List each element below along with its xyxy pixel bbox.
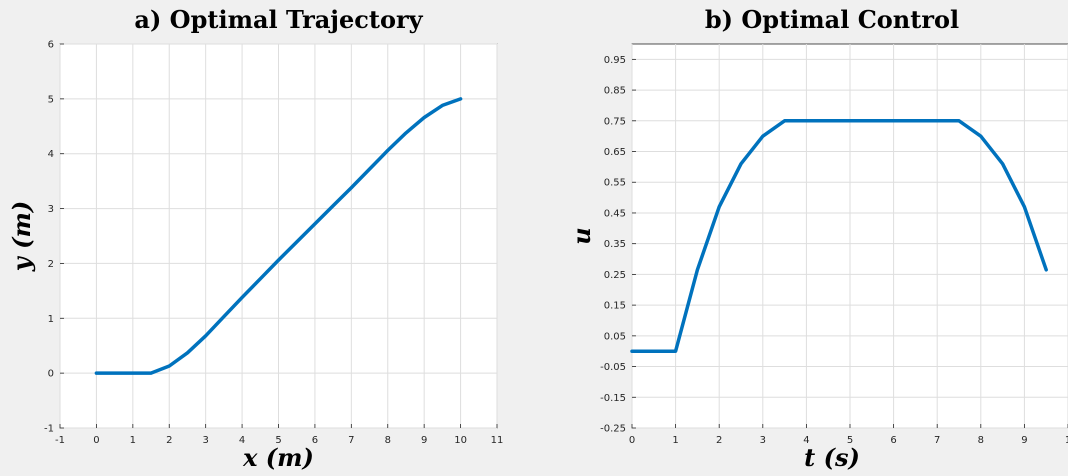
trajectory-chart: -1 0 1 2 3 4 5 6 7 8 9 10 11 -1 0 1 2 3 4 5 6 a) Optimal Tra… [7,5,504,472]
x-tick-label: 7 [348,435,354,446]
x-tick-label: 3 [202,435,208,446]
x-tick-label: 2 [166,435,172,446]
x-tick-label: 5 [275,435,281,446]
y-axis-label: u [567,227,596,244]
y-tick-label: -0.05 [600,362,626,373]
series-line [630,119,1048,353]
x-tick-label: 1 [672,435,678,446]
x-tick-label: 1 [1065,435,1068,446]
y-tick-label: 0.85 [604,86,626,97]
x-tick-label: 0 [629,435,635,446]
y-tick-label: 0.15 [604,301,626,312]
y-tick-label: 0.05 [604,331,626,342]
x-tick-label: 3 [760,435,766,446]
y-axis-label: y (m) [7,201,36,272]
x-tick-label: 0 [93,435,99,446]
x-axis-label: t (s) [804,443,860,472]
x-tick-label: 10 [454,435,467,446]
y-tick-label: -0.25 [600,424,626,435]
y-tick-label: 0.35 [604,239,626,250]
y-tick-label: 6 [48,40,54,51]
x-tick-label: 2 [716,435,722,446]
chart-panel-trajectory: -1 0 1 2 3 4 5 6 7 8 9 10 11 -1 0 1 2 3 4 5 6 a) Optimal Tra… [7,5,504,472]
x-tick-label: 7 [934,435,940,446]
x-tick-label: 4 [239,435,245,446]
x-tick-label: 9 [1021,435,1027,446]
x-tick-label: 6 [890,435,896,446]
chart-title: a) Optimal Trajectory [134,5,423,34]
y-tick-label: 0.55 [604,178,626,189]
y-tick-label: 2 [48,259,54,270]
y-tick-label: 0.25 [604,270,626,281]
y-tick-label: -0.15 [600,393,626,404]
chart-panel-control: 0 1 2 3 4 5 6 7 8 9 1 -0.25 -0.15 -0.05 0.05 0.15 0.25 0.… [534,0,1068,476]
x-tick-label: 4 [803,435,809,446]
y-tick-label: -1 [44,424,54,435]
x-tick-label: 11 [491,435,504,446]
x-tick-label: 8 [978,435,984,446]
y-tick-label: 0.95 [604,55,626,66]
y-tick-label: 0.65 [604,147,626,158]
y-tick-label: 3 [48,204,54,215]
x-tick-label: 8 [385,435,391,446]
y-tick-label: 0 [48,369,54,380]
x-tick-label: 5 [847,435,853,446]
y-tick-label: 5 [48,94,54,105]
y-tick-label: 0.45 [604,208,626,219]
x-tick-label: 6 [312,435,318,446]
chart-title: b) Optimal Control [705,5,959,34]
y-tick-label: 1 [48,314,54,325]
y-tick-label: 0.75 [604,116,626,127]
x-axis-label: x (m) [242,443,314,472]
x-tick-label: 1 [130,435,136,446]
x-tick-label: -1 [55,435,65,446]
x-tick-label: 9 [421,435,427,446]
series-line [94,97,463,375]
y-tick-label: 4 [48,149,54,160]
control-chart: 0 1 2 3 4 5 6 7 8 9 1 -0.25 -0.15 -0.05 0.05 0.15 0.25 0.… [534,0,1068,476]
